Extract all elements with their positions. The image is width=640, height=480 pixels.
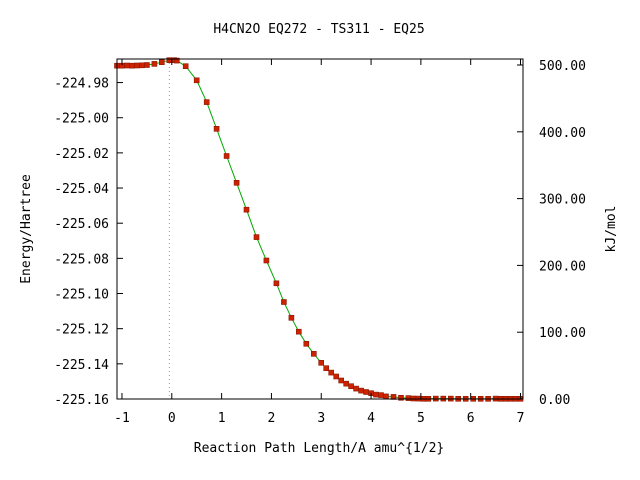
x-tick-label: -1 [114,411,130,426]
data-point [328,369,335,376]
data-point [281,299,287,305]
x-tick-label: 6 [467,411,475,426]
data-point [310,350,317,357]
data-point [273,280,280,287]
data-point [124,62,130,69]
x-tick-label: 7 [517,411,525,426]
data-point [338,377,345,384]
data-point [295,328,302,335]
y-tick-label: -225.10 [54,288,109,303]
data-point [203,99,210,105]
y-axis-left: -224.98 -225.00 -225.02 -225.04 -225.06 -225.… [54,77,123,408]
data-point [303,340,310,347]
data-point [348,383,354,390]
data-point [378,392,384,398]
y2-tick-label: 100.00 [539,326,586,341]
series-line [117,59,521,400]
data-point [358,387,364,394]
y-tick-label: -225.14 [54,358,109,373]
x-axis-label: Reaction Path Length/A amu^{1/2} [194,441,444,456]
x-axis: -1 0 1 2 3 4 5 6 7 [114,59,524,426]
y-axis-right: 0.00 100.00 200.00 300.00 400.00 500.00 [517,59,586,408]
data-point [144,62,150,68]
x-tick-label: 5 [417,411,425,426]
x-tick-label: 4 [367,411,375,426]
data-point [151,61,158,67]
data-point [174,57,180,64]
data-point [182,63,189,70]
y2-tick-label: 400.00 [539,126,586,141]
data-point [263,257,270,264]
data-point [166,57,173,64]
data-point [323,365,330,372]
x-tick-label: 0 [168,411,176,426]
chart-title: H4CN2O EQ272 - TS311 - EQ25 [213,22,424,37]
data-point [373,391,379,398]
y-axis-label: Energy/Hartree [19,174,34,284]
y2-tick-label: 0.00 [539,393,570,408]
y-tick-label: -224.98 [54,77,109,92]
data-point [139,62,145,69]
x-tick-label: 2 [268,411,276,426]
data-point [353,385,359,392]
data-point [253,234,260,240]
y-tick-label: -225.08 [54,252,109,267]
y2-tick-label: 200.00 [539,259,586,274]
data-point [363,389,369,395]
data-point [223,153,230,159]
x-tick-label: 3 [317,411,325,426]
data-point [288,314,295,321]
y2-tick-label: 300.00 [539,193,586,208]
plot-frame [116,58,524,400]
y-tick-label: -225.12 [54,323,109,338]
data-point [343,380,350,387]
y-tick-label: -225.06 [54,217,109,232]
data-point [129,62,135,69]
data-point [213,126,220,132]
data-point [333,373,340,380]
y2-tick-label: 500.00 [539,59,586,74]
y-tick-label: -225.02 [54,147,109,162]
x-tick-label: 1 [218,411,226,426]
data-point [243,206,250,213]
data-point [318,359,325,366]
y2-axis-label: kJ/mol [604,206,619,253]
y-tick-label: -225.04 [54,182,109,197]
data-point [233,180,240,186]
data-point [398,394,404,401]
data-point [405,395,412,401]
data-point [193,77,200,84]
series-layer [114,57,524,402]
data-point [159,59,165,66]
data-point [383,393,389,400]
y-tick-label: -225.16 [54,393,109,408]
y-tick-label: -225.00 [54,112,109,127]
data-point [134,62,140,69]
